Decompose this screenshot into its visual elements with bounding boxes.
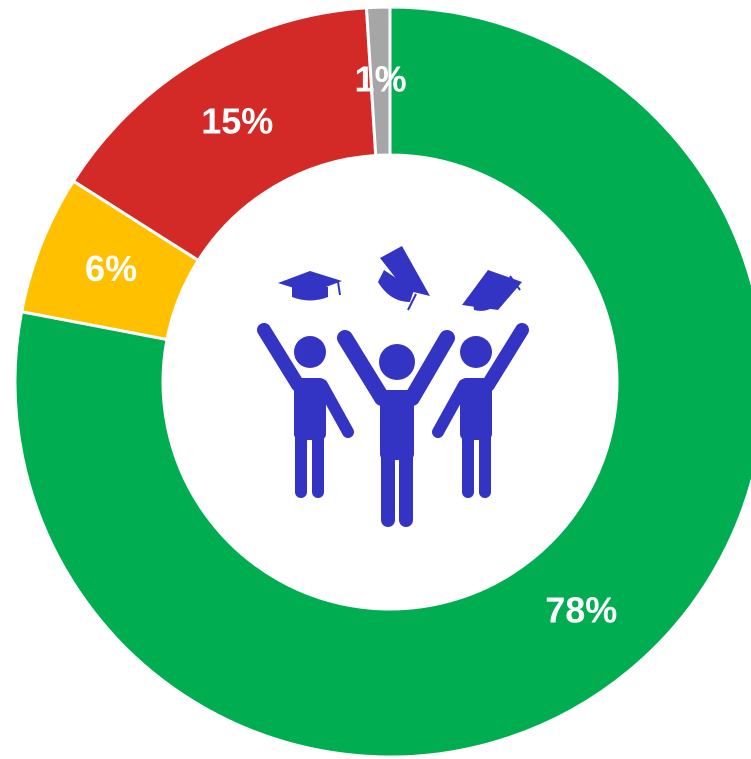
graduates-icon bbox=[257, 246, 529, 527]
donut-segment bbox=[13, 5, 751, 759]
data-label: 1% bbox=[355, 59, 407, 100]
donut-segment bbox=[364, 5, 392, 158]
labels: 78% 6% 15% 1% bbox=[85, 59, 617, 631]
data-label: 15% bbox=[201, 100, 273, 141]
data-label: 78% bbox=[545, 590, 617, 631]
data-label: 6% bbox=[85, 248, 137, 289]
donut bbox=[13, 5, 751, 759]
